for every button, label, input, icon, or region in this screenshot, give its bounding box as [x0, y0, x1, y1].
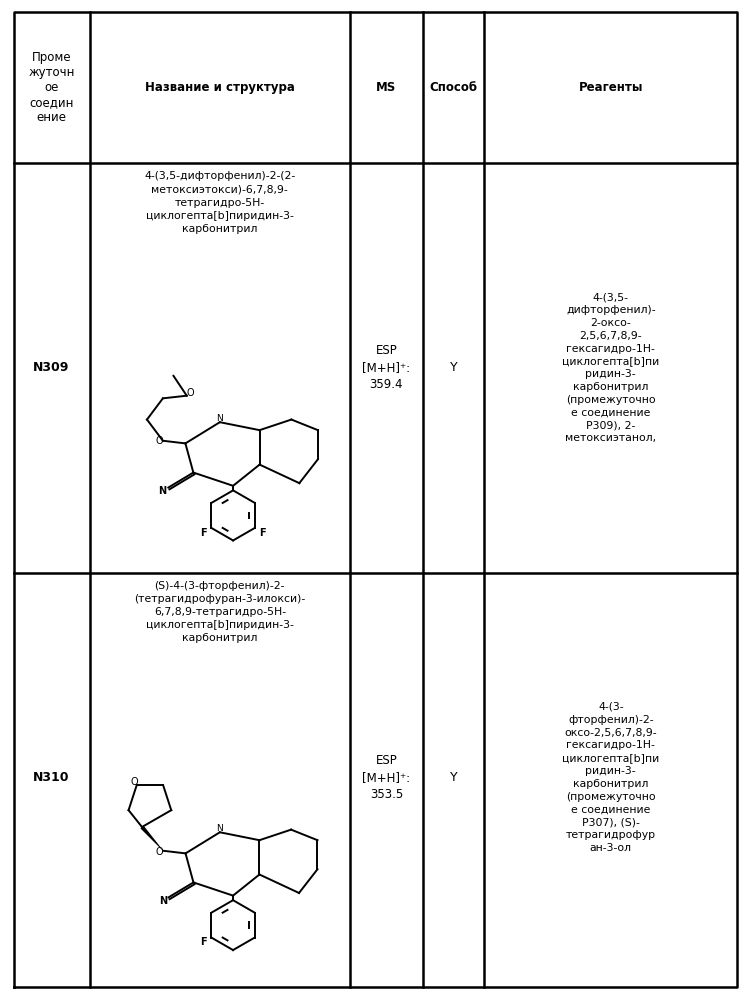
Text: O: O [187, 388, 195, 398]
Text: 4-(3-
фторфенил)-2-
оксо-2,5,6,7,8,9-
гексагидро-1Н-
циклогепта[b]пи
ридин-3-
ка: 4-(3- фторфенил)-2- оксо-2,5,6,7,8,9- ге… [562, 702, 659, 853]
Text: N: N [159, 896, 167, 906]
Text: MS: MS [376, 81, 397, 94]
Text: Y: Y [450, 362, 457, 375]
Text: Y: Y [450, 771, 457, 784]
Text: 4-(3,5-
дифторфенил)-
2-оксо-
2,5,6,7,8,9-
гексагидро-1Н-
циклогепта[b]пи
ридин-: 4-(3,5- дифторфенил)- 2-оксо- 2,5,6,7,8,… [562, 293, 659, 444]
Text: F: F [200, 937, 207, 947]
Polygon shape [140, 825, 163, 851]
Text: N: N [216, 824, 223, 833]
Text: F: F [200, 527, 207, 537]
Text: O: O [155, 847, 163, 857]
Text: O: O [130, 777, 138, 787]
Text: Название и структура: Название и структура [145, 81, 295, 94]
Text: ESP
[M+H]⁺:
353.5: ESP [M+H]⁺: 353.5 [362, 754, 411, 801]
Text: ESP
[M+H]⁺:
359.4: ESP [M+H]⁺: 359.4 [362, 345, 411, 392]
Text: Проме
жуточн
ое
соедин
ение: Проме жуточн ое соедин ение [29, 51, 74, 124]
Text: N: N [158, 486, 167, 496]
Text: N309: N309 [33, 362, 70, 375]
Text: Реагенты: Реагенты [578, 81, 643, 94]
Text: 4-(3,5-дифторфенил)-2-(2-
метоксиэтокси)-6,7,8,9-
тетрагидро-5Н-
циклогепта[b]пи: 4-(3,5-дифторфенил)-2-(2- метоксиэтокси)… [144, 171, 295, 234]
Text: N310: N310 [33, 771, 70, 784]
Text: O: O [156, 436, 164, 446]
Text: F: F [260, 527, 266, 537]
Text: N: N [216, 414, 223, 423]
Text: (S)-4-(3-фторфенил)-2-
(тетрагидрофуран-3-илокси)-
6,7,8,9-тетрагидро-5Н-
циклог: (S)-4-(3-фторфенил)-2- (тетрагидрофуран-… [134, 580, 306, 643]
Text: Способ: Способ [430, 81, 478, 94]
